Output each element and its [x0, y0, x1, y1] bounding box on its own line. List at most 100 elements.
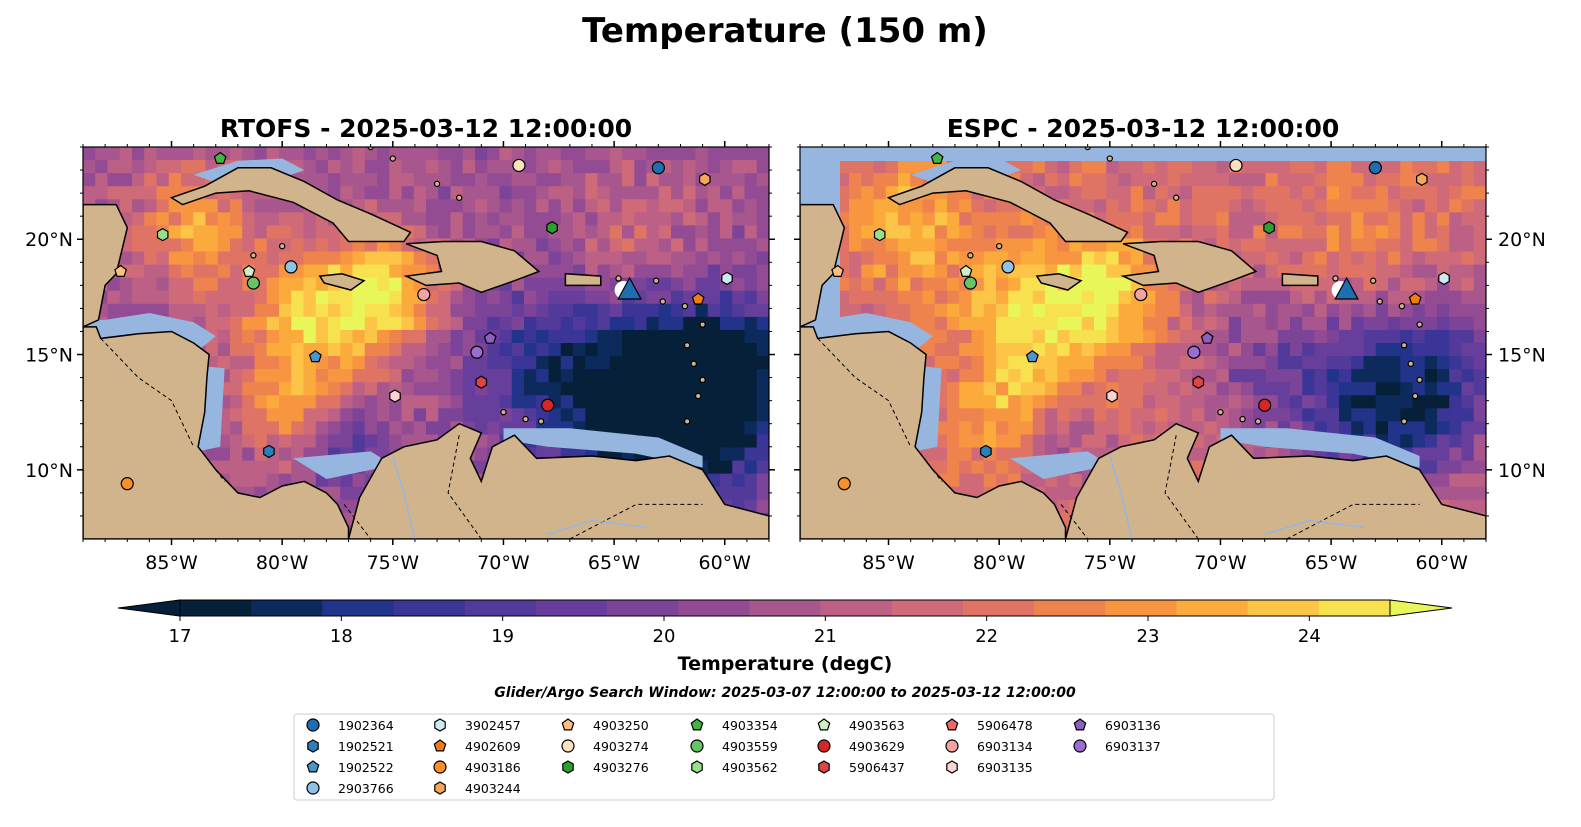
rtofs-xtick-label: 75°W	[367, 552, 420, 574]
espc-land-4	[1120, 240, 1258, 294]
espc-top-band	[800, 147, 1486, 161]
rtofs-float-3902457	[721, 271, 733, 286]
rtofs-ytick-label: 10°N	[25, 460, 73, 482]
rtofs-land-3	[169, 167, 412, 243]
colorbar-segment	[1034, 600, 1106, 616]
colorbar-tick-label: 22	[975, 626, 998, 647]
legend-box	[293, 713, 1275, 801]
rtofs-float-4903563	[242, 264, 256, 277]
espc-float-4903186	[837, 477, 851, 491]
rtofs-float-4903354	[213, 151, 227, 164]
colorbar-extend-low	[117, 599, 181, 617]
panel-rtofs: RTOFS - 2025-03-12 12:00:00 85°W 80°W 75°W 7…	[25, 114, 775, 574]
espc-float-5906478	[785, 524, 797, 535]
legend-marker-4903563	[817, 718, 831, 731]
espc-island-1	[1407, 360, 1414, 367]
legend-label-1902521: 1902521	[338, 739, 394, 754]
espc-float-6903137	[1187, 345, 1201, 359]
search-window-text: Glider/Argo Search Window: 2025-03-07 12…	[494, 685, 1076, 701]
espc-float-4903276	[1263, 221, 1275, 235]
rtofs-float-2903766	[284, 260, 298, 274]
legend-label-4903629: 4903629	[849, 739, 905, 754]
legend-label-3902457: 3902457	[465, 718, 521, 733]
legend-marker-4903274	[561, 739, 575, 753]
rtofs-land-4	[403, 240, 541, 294]
espc-float-6903136	[1200, 331, 1214, 344]
colorbar-segment	[464, 600, 537, 616]
colorbar-tick-label: 19	[491, 626, 514, 647]
rtofs-river-orinoco	[547, 519, 648, 536]
legend-marker-6903136	[1073, 718, 1087, 731]
espc-island-3	[1411, 392, 1419, 400]
espc-float-2903766	[1001, 260, 1015, 274]
rtofs-float-4903276	[546, 221, 558, 235]
rtofs-float-4903186	[120, 477, 134, 491]
rtofs-river	[392, 455, 416, 539]
rtofs-island-1	[690, 360, 697, 367]
rtofs-island-9	[522, 415, 529, 423]
espc-float-6903134	[1134, 287, 1148, 302]
espc-float-5906437	[1192, 375, 1205, 389]
colorbar-tick-label: 21	[814, 626, 837, 647]
rtofs-island-5	[659, 298, 666, 305]
rtofs-frame	[82, 146, 770, 540]
rtofs-float-4903562	[156, 227, 169, 242]
espc-title: ESPC - 2025-03-12 12:00:00	[947, 114, 1340, 143]
espc-island-13	[995, 242, 1003, 250]
legend-label-5906478: 5906478	[977, 718, 1033, 733]
espc-float-4903244	[1415, 172, 1428, 186]
espc-river	[1109, 455, 1133, 539]
legend-marker-4903250	[561, 718, 575, 731]
espc-land-2	[800, 203, 846, 328]
legend-marker-2903766	[306, 781, 320, 795]
rtofs-float-6903137	[470, 345, 484, 359]
colorbar-segment	[1105, 600, 1177, 616]
espc-island-9	[1239, 415, 1246, 423]
colorbar-frame	[179, 599, 1391, 617]
colorbar-segment	[891, 600, 964, 616]
espc-float-4902609	[1408, 292, 1422, 305]
espc-border-3	[1164, 435, 1199, 539]
legend-label-6903134: 6903134	[977, 739, 1033, 754]
espc-island-16	[1106, 155, 1114, 162]
rtofs-float-1902364	[651, 161, 665, 175]
espc-shelf-3	[1220, 428, 1420, 468]
rtofs-title: RTOFS - 2025-03-12 12:00:00	[220, 114, 632, 143]
legend-label-4902609: 4902609	[465, 739, 521, 754]
espc-float-1902522	[1025, 350, 1039, 363]
rtofs-land-2	[83, 203, 129, 328]
colorbar-tick-label: 17	[169, 626, 192, 647]
rtofs-float-4903250	[114, 264, 128, 277]
espc-float-4903562	[873, 227, 886, 242]
espc-island-11	[1217, 408, 1224, 416]
colorbar-segment	[607, 600, 679, 616]
rtofs-float-4903629	[541, 398, 555, 412]
rtofs-island-7	[681, 302, 689, 310]
legend-marker-4902609	[433, 739, 447, 752]
rtofs-float-1902522	[308, 350, 322, 363]
legend-label-4903276: 4903276	[593, 760, 649, 775]
legend-marker-6903135	[946, 760, 958, 774]
espc-float-4903563	[959, 264, 973, 277]
colorbar-label: Temperature (degC)	[678, 653, 893, 675]
rtofs-xtick-label: 80°W	[256, 552, 309, 574]
espc-ytick-label: 15°N	[1498, 345, 1546, 367]
espc-glider-marker	[1334, 276, 1360, 300]
espc-border-1	[932, 469, 942, 482]
espc-border-4	[1286, 503, 1420, 539]
legend-marker-1902521	[307, 739, 319, 753]
espc-border-2	[1060, 504, 1089, 539]
legend-label-4903563: 4903563	[849, 718, 905, 733]
rtofs-island-0	[683, 342, 691, 349]
rtofs-float-4902609	[691, 292, 705, 305]
espc-float-4903354	[930, 151, 944, 164]
rtofs-float-6903135	[389, 389, 401, 403]
rtofs-ytick-label: 20°N	[25, 229, 73, 251]
colorbar-segment	[1176, 600, 1249, 616]
legend-label-4903244: 4903244	[465, 781, 521, 796]
espc-xtick-label: 70°W	[1194, 552, 1247, 574]
legend-label-5906437: 5906437	[849, 760, 905, 775]
rtofs-float-4903244	[698, 172, 711, 186]
legend-marker-4903244	[434, 781, 446, 795]
